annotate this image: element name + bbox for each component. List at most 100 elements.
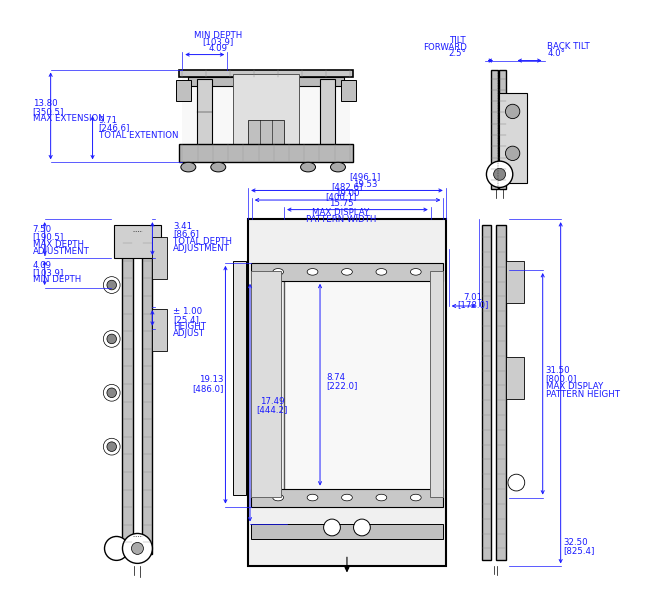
- Ellipse shape: [411, 494, 421, 501]
- Bar: [505, 357, 524, 399]
- Text: [86.6]: [86.6]: [173, 229, 199, 238]
- Bar: [482, 225, 492, 560]
- Circle shape: [107, 334, 116, 344]
- Text: [486.0]: [486.0]: [192, 384, 224, 393]
- Ellipse shape: [330, 163, 345, 172]
- Ellipse shape: [411, 269, 421, 275]
- Ellipse shape: [272, 269, 284, 275]
- Circle shape: [505, 146, 520, 161]
- Text: PATTERN HEIGHT: PATTERN HEIGHT: [545, 390, 620, 399]
- Text: HEIGHT: HEIGHT: [173, 322, 207, 331]
- Bar: [430, 271, 443, 497]
- Circle shape: [508, 474, 524, 491]
- Bar: [176, 80, 191, 101]
- FancyBboxPatch shape: [233, 261, 246, 494]
- Text: [190.5]: [190.5]: [33, 232, 64, 241]
- Bar: [182, 70, 350, 163]
- Text: FORWARD: FORWARD: [423, 43, 467, 52]
- Ellipse shape: [307, 269, 318, 275]
- Text: 8.74: 8.74: [326, 373, 345, 382]
- Bar: [142, 231, 153, 554]
- Bar: [496, 225, 505, 560]
- Ellipse shape: [342, 494, 352, 501]
- Text: 7.50: 7.50: [33, 225, 52, 234]
- Circle shape: [486, 161, 513, 187]
- Text: [178.0]: [178.0]: [457, 301, 488, 310]
- Ellipse shape: [307, 494, 318, 501]
- Text: 3.41: 3.41: [173, 222, 193, 231]
- Text: [25.4]: [25.4]: [173, 314, 199, 323]
- Circle shape: [494, 169, 505, 180]
- Text: PATTERN WIDTH: PATTERN WIDTH: [306, 215, 376, 224]
- Text: [800.0]: [800.0]: [545, 374, 577, 383]
- Bar: [251, 488, 443, 506]
- Text: 4.09: 4.09: [209, 44, 228, 53]
- Text: 2.5°: 2.5°: [449, 49, 467, 58]
- Text: 13.80: 13.80: [33, 100, 57, 109]
- Ellipse shape: [376, 269, 387, 275]
- Bar: [505, 261, 524, 303]
- Bar: [251, 524, 443, 539]
- Bar: [248, 219, 445, 566]
- Text: [444.2]: [444.2]: [257, 405, 288, 414]
- Text: 4.09: 4.09: [33, 261, 52, 270]
- Circle shape: [107, 442, 116, 451]
- Circle shape: [105, 536, 128, 560]
- Circle shape: [132, 542, 143, 554]
- Bar: [248, 121, 284, 145]
- Text: [222.0]: [222.0]: [326, 381, 357, 390]
- Text: 7.01: 7.01: [463, 293, 482, 302]
- Text: ADJUSTMENT: ADJUSTMENT: [173, 244, 230, 253]
- Bar: [188, 77, 344, 86]
- Ellipse shape: [342, 269, 352, 275]
- Text: [825.4]: [825.4]: [564, 546, 595, 555]
- Text: MAX DISPLAY: MAX DISPLAY: [545, 382, 603, 391]
- Bar: [180, 70, 353, 77]
- Ellipse shape: [301, 163, 316, 172]
- Text: [400.1]: [400.1]: [325, 191, 357, 200]
- Text: [246.6]: [246.6]: [99, 124, 130, 133]
- Circle shape: [107, 280, 116, 290]
- Text: 15.75: 15.75: [328, 199, 353, 208]
- Text: 19.53: 19.53: [353, 179, 377, 188]
- Bar: [197, 79, 213, 146]
- Text: TOTAL EXTENTION: TOTAL EXTENTION: [99, 131, 178, 140]
- Text: TILT: TILT: [450, 36, 467, 45]
- Text: 4.0°: 4.0°: [547, 49, 565, 58]
- Text: [103.9]: [103.9]: [33, 268, 64, 277]
- Bar: [251, 271, 281, 497]
- Ellipse shape: [272, 494, 284, 501]
- Bar: [122, 231, 133, 554]
- Circle shape: [353, 519, 370, 536]
- Text: 32.50: 32.50: [564, 538, 588, 547]
- Ellipse shape: [376, 494, 387, 501]
- Text: MAX EXTENSION: MAX EXTENSION: [33, 114, 105, 123]
- Text: 19.00: 19.00: [335, 189, 359, 198]
- Ellipse shape: [211, 163, 226, 172]
- Text: [482.6]: [482.6]: [331, 182, 363, 191]
- Circle shape: [505, 104, 520, 119]
- Ellipse shape: [181, 163, 196, 172]
- Bar: [251, 263, 443, 281]
- Text: ADJUSTMENT: ADJUSTMENT: [33, 247, 89, 256]
- Text: MAX DISPLAY: MAX DISPLAY: [313, 208, 370, 217]
- Bar: [491, 70, 498, 189]
- Text: ± 1.00: ± 1.00: [173, 307, 203, 316]
- Text: BACK TILT: BACK TILT: [547, 42, 590, 51]
- Circle shape: [324, 519, 340, 536]
- Text: MIN DEPTH: MIN DEPTH: [33, 275, 81, 284]
- Text: MIN DEPTH: MIN DEPTH: [194, 31, 242, 40]
- Bar: [153, 237, 167, 279]
- Bar: [499, 70, 506, 189]
- Text: MAX DEPTH: MAX DEPTH: [33, 239, 84, 248]
- Text: [103.9]: [103.9]: [203, 37, 234, 46]
- Text: [350.5]: [350.5]: [33, 107, 64, 116]
- Circle shape: [122, 533, 153, 563]
- Text: 9.71: 9.71: [99, 116, 118, 125]
- Bar: [320, 79, 335, 146]
- Text: ADJUST: ADJUST: [173, 329, 205, 338]
- Text: 31.50: 31.50: [545, 366, 570, 375]
- Bar: [113, 225, 161, 258]
- Bar: [180, 145, 353, 163]
- Text: [496.1]: [496.1]: [349, 172, 380, 181]
